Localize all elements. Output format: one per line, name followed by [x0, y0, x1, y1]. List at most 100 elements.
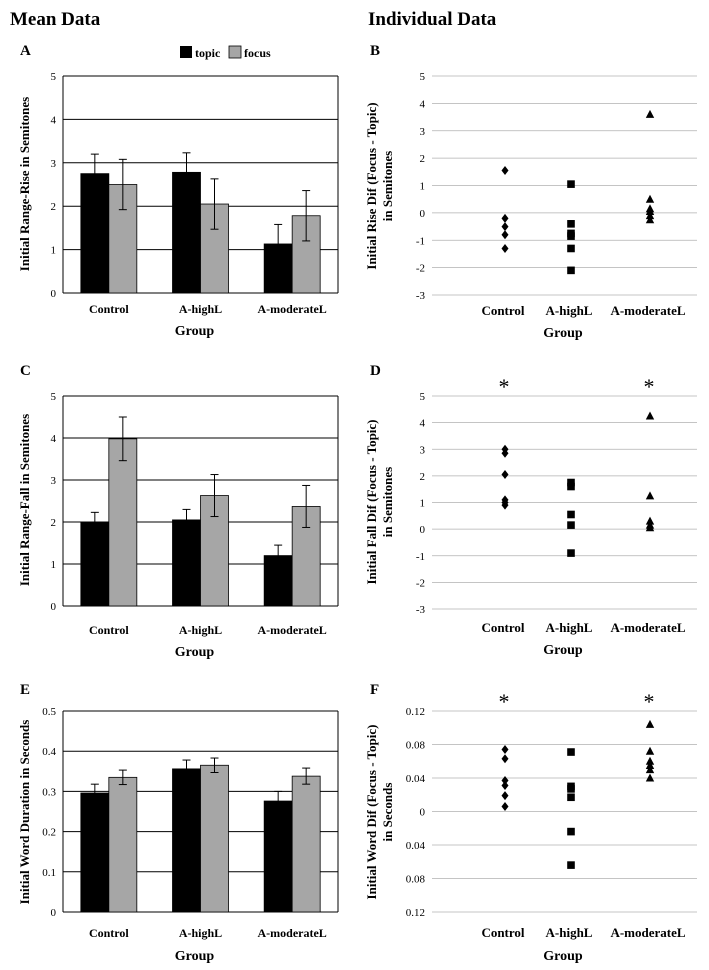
y-tick-label: -3	[416, 290, 426, 302]
y-tick-label: 0.1	[42, 867, 56, 879]
panel-label-b: B	[370, 43, 380, 59]
y-axis-label: in Semitones	[380, 467, 395, 537]
y-tick-label: 0.04	[406, 840, 426, 852]
y-tick-label: 0.5	[42, 706, 56, 718]
data-point-triangle	[645, 746, 655, 755]
data-point-triangle	[645, 491, 655, 500]
y-axis-label: Initial Range-Rise in Semitones	[17, 97, 32, 271]
data-point-square	[567, 549, 575, 557]
panel-label-e: E	[20, 682, 30, 698]
data-point-triangle	[645, 411, 655, 420]
data-point-triangle	[645, 207, 655, 216]
data-point-triangle	[645, 760, 655, 769]
y-tick-label: 0.2	[42, 827, 56, 839]
data-point-triangle	[645, 773, 655, 782]
y-tick-label: 4	[420, 418, 426, 430]
significance-asterisk: *	[644, 374, 655, 399]
category-label: A-moderateL	[258, 926, 327, 940]
panel-c-chart: 0 1 2 3 4 5 Initial Range-Fall in Semitones Gro…	[17, 391, 339, 660]
data-point-triangle	[645, 756, 655, 765]
y-tick-label: 0.08	[406, 740, 426, 752]
y-tick-label: 0.08	[406, 874, 426, 886]
y-tick-label: -2	[416, 577, 425, 589]
data-point-square	[567, 244, 575, 253]
y-tick-label: 0	[51, 907, 57, 919]
y-axis-label: in Seconds	[380, 783, 395, 842]
bar-topic	[80, 522, 110, 607]
y-tick-label: 1	[420, 498, 426, 510]
y-tick-label: 2	[51, 517, 57, 529]
category-label: Control	[89, 926, 129, 940]
x-axis-label: Group	[543, 949, 583, 964]
data-point-diamond	[501, 500, 509, 510]
category-label: A-moderateL	[610, 925, 685, 940]
y-tick-label: 0	[51, 288, 57, 300]
y-tick-label: 0.12	[406, 907, 425, 919]
bar-topic	[80, 792, 110, 913]
bar-topic	[172, 768, 201, 913]
y-axis-label: Initial Word Duration in Seconds	[17, 720, 32, 905]
data-point-square	[567, 180, 575, 188]
panel-a-chart: 0 1 2 3 4 5 Initial Range-Rise in Semitones Gro…	[17, 71, 339, 339]
panel-e-chart: 0 0.1 0.2 0.3 0.4 0.5 Initial Word Duration in…	[17, 706, 339, 964]
y-axis-label: in Semitones	[380, 151, 395, 221]
y-tick-label: -1	[416, 551, 425, 563]
y-tick-label: 1	[51, 245, 57, 257]
data-point-diamond	[501, 213, 509, 223]
data-point-square	[567, 510, 575, 519]
data-point-square	[567, 785, 575, 793]
legend-topic-swatch	[180, 46, 192, 58]
data-point-square	[567, 220, 575, 228]
data-point-triangle	[645, 523, 655, 532]
data-point-square	[567, 748, 575, 756]
x-axis-label: Group	[175, 324, 215, 339]
y-tick-label: -3	[416, 604, 426, 616]
panel-f-chart: 0.12 0.08 0.04 0 0.04 0.08 0.12 Initial Word Di…	[364, 689, 697, 964]
data-point-triangle	[645, 765, 655, 774]
y-tick-label: 3	[420, 126, 426, 138]
data-point-triangle	[645, 211, 655, 220]
panel-label-d: D	[370, 363, 381, 379]
legend-focus-swatch	[228, 45, 242, 59]
data-point-square	[567, 478, 575, 487]
data-point-diamond	[501, 222, 509, 232]
panel-label-a: A	[20, 43, 31, 59]
bar-focus	[200, 764, 229, 913]
data-point-diamond	[501, 165, 509, 175]
legend: topic focus	[180, 45, 271, 60]
data-point-diamond	[501, 448, 509, 458]
data-point-triangle	[645, 215, 655, 224]
y-tick-label: 3	[420, 444, 426, 456]
y-tick-label: 0.04	[406, 773, 426, 785]
y-tick-label: 0	[51, 601, 57, 613]
y-axis-label: Initial Fall Dif (Focus - Topic)	[364, 419, 379, 584]
category-label: A-highL	[546, 925, 593, 940]
y-tick-label: 4	[420, 98, 426, 110]
y-tick-label: 0.12	[406, 706, 425, 718]
y-tick-label: 1	[420, 181, 426, 193]
category-label: Control	[89, 623, 129, 637]
y-tick-label: 4	[51, 433, 57, 445]
bar-focus	[108, 438, 138, 607]
y-tick-label: 0.3	[42, 786, 56, 798]
data-point-square	[567, 482, 575, 491]
category-label: A-highL	[179, 926, 222, 940]
y-tick-label: 2	[51, 201, 57, 213]
panel-label-c: C	[20, 363, 31, 379]
y-tick-label: 1	[51, 559, 57, 571]
y-tick-label: 4	[51, 114, 57, 126]
panel-label-f: F	[370, 682, 379, 698]
data-point-square	[567, 861, 575, 869]
category-label: Control	[89, 302, 129, 316]
y-tick-label: 5	[51, 391, 57, 403]
header-mean-data: Mean Data	[10, 9, 101, 30]
y-tick-label: 5	[420, 391, 426, 403]
data-point-diamond	[501, 470, 509, 480]
category-label: A-moderateL	[610, 303, 685, 318]
bar-topic	[263, 800, 293, 913]
y-tick-label: 0.4	[42, 746, 56, 758]
x-axis-label: Group	[543, 326, 583, 341]
data-point-diamond	[501, 243, 509, 253]
y-tick-label: 3	[51, 475, 57, 487]
y-tick-label: 2	[420, 471, 426, 483]
